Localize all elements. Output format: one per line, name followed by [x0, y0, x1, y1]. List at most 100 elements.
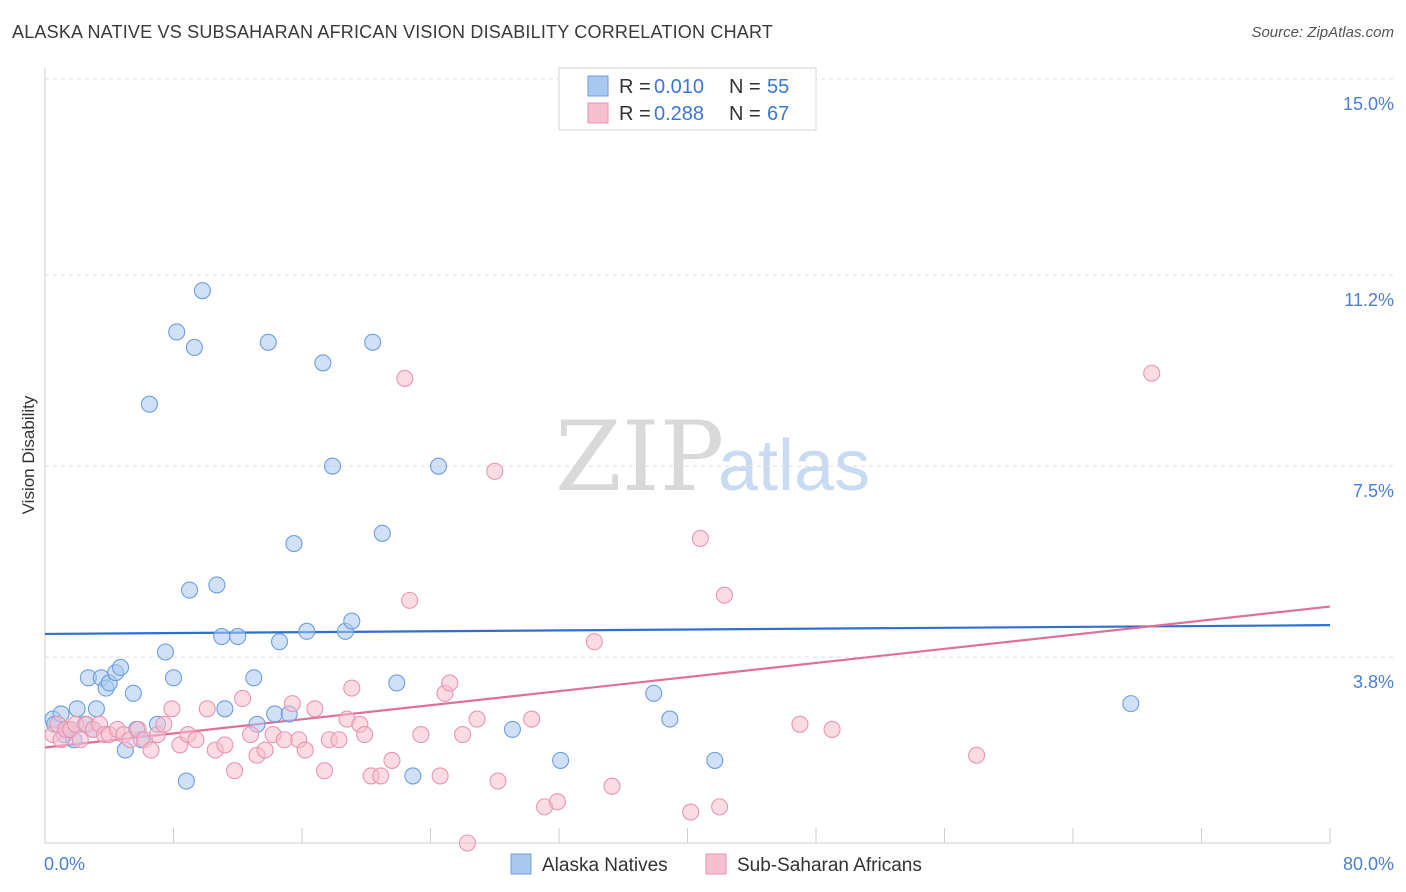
bottom-legend-swatch-alaska: [510, 853, 532, 875]
point-s0-41: [314, 354, 332, 372]
point-s1-37: [306, 700, 324, 718]
legend-swatch-subsaharan: [587, 102, 609, 124]
point-s0-37: [270, 633, 289, 651]
point-s1-48: [396, 369, 414, 387]
point-s1-26: [216, 736, 234, 754]
legend-n-value-subsaharan: 67: [767, 103, 789, 125]
x-tick-label-0: 0.0%: [44, 854, 85, 874]
point-s1-49: [401, 591, 419, 609]
legend-n-value-alaska: 55: [767, 76, 789, 98]
source-label: Source: ZipAtlas.com: [1251, 24, 1394, 41]
point-s0-55: [1122, 695, 1140, 713]
point-s1-64: [682, 803, 700, 821]
point-s1-68: [791, 715, 809, 733]
x-tick-label-1: 80.0%: [1343, 854, 1394, 874]
point-s1-46: [372, 767, 390, 785]
point-s1-17: [142, 741, 160, 759]
point-s0-45: [364, 333, 382, 351]
point-s0-27: [185, 338, 203, 356]
bottom-legend-label-subsaharan: Sub-Saharan Africans: [737, 855, 922, 876]
legend-r-label-alaska: R =: [619, 76, 651, 98]
point-s0-24: [168, 323, 186, 341]
y-tick-label-0: 3.8%: [1353, 672, 1394, 692]
point-s1-6: [71, 731, 89, 749]
legend-swatch-alaska: [587, 75, 609, 97]
point-s1-67: [715, 586, 733, 604]
watermark-zip: ZIP: [555, 401, 724, 513]
point-s1-47: [383, 751, 401, 769]
legend-row-subsaharan: R = 0.288 N = 67: [587, 102, 789, 125]
trend-lines: [44, 605, 1331, 749]
point-s1-40: [330, 731, 348, 749]
point-s0-39: [285, 535, 303, 553]
legend-n-label-subsaharan: N =: [729, 103, 761, 125]
point-s1-54: [454, 726, 472, 744]
point-s0-54: [706, 751, 724, 769]
point-s1-50: [412, 726, 430, 744]
point-s1-20: [163, 700, 181, 718]
point-s0-31: [216, 700, 234, 718]
point-s0-26: [181, 581, 199, 599]
point-s1-34: [283, 695, 301, 713]
point-s1-38: [315, 762, 334, 780]
y-tick-label-2: 11.2%: [1344, 290, 1394, 310]
point-s1-61: [548, 793, 566, 811]
data-points: [44, 282, 1161, 852]
point-s1-57: [486, 462, 504, 480]
point-s1-55: [458, 834, 476, 852]
chart-title: ALASKA NATIVE VS SUBSAHARAN AFRICAN VISI…: [12, 22, 774, 42]
point-s0-49: [429, 457, 448, 475]
point-s0-51: [552, 751, 570, 769]
point-s0-42: [323, 457, 342, 475]
legend-row-alaska: R = 0.010 N = 55: [587, 75, 789, 98]
legend: R = 0.010 N = 55 R = 0.288 N = 67: [558, 67, 817, 131]
bottom-legend-swatch-subsaharan: [705, 853, 727, 875]
point-s0-53: [661, 710, 679, 728]
point-s0-50: [503, 720, 521, 738]
point-s1-58: [489, 772, 507, 790]
point-s1-29: [242, 726, 260, 744]
point-s0-44: [343, 612, 361, 630]
point-s0-15: [111, 658, 130, 677]
point-s0-25: [177, 772, 195, 790]
point-s0-23: [164, 669, 183, 687]
point-s1-27: [225, 762, 244, 780]
point-s1-56: [468, 710, 486, 728]
y-tick-label-3: 15.0%: [1343, 94, 1394, 114]
point-s0-28: [193, 282, 211, 300]
point-s0-47: [388, 674, 406, 692]
trend-line-s1: [44, 605, 1331, 749]
legend-n-label-alaska: N =: [729, 76, 761, 98]
point-s0-30: [213, 627, 231, 646]
point-s1-70: [968, 746, 986, 764]
point-s1-59: [523, 710, 541, 728]
gridlines: [45, 78, 1395, 658]
point-s0-10: [87, 700, 105, 718]
point-s0-6: [68, 700, 86, 718]
point-s1-36: [296, 741, 314, 759]
y-axis-title: Vision Disability: [19, 395, 38, 514]
point-s0-22: [156, 643, 175, 661]
point-s0-35: [259, 333, 277, 351]
legend-r-value-alaska: 0.010: [654, 76, 704, 98]
point-s1-51: [431, 767, 449, 785]
point-s0-17: [124, 684, 142, 702]
point-s1-31: [256, 741, 274, 759]
legend-r-label-subsaharan: R =: [619, 103, 651, 125]
bottom-legend-label-alaska: Alaska Natives: [542, 855, 668, 876]
tick-labels: 3.8% 7.5% 11.2% 15.0% 0.0% 80.0%: [44, 94, 1394, 874]
point-s1-63: [603, 777, 621, 795]
point-s1-66: [711, 798, 729, 816]
axes: [44, 68, 1331, 844]
point-s0-52: [645, 684, 663, 702]
point-s0-33: [245, 669, 263, 687]
point-s1-28: [234, 689, 252, 708]
point-s1-69: [823, 720, 841, 738]
y-tick-label-1: 7.5%: [1353, 481, 1394, 501]
point-s1-19: [155, 715, 173, 733]
point-s1-53: [441, 674, 459, 692]
point-s1-23: [187, 731, 205, 749]
point-s0-32: [229, 627, 247, 646]
point-s1-65: [691, 529, 709, 547]
